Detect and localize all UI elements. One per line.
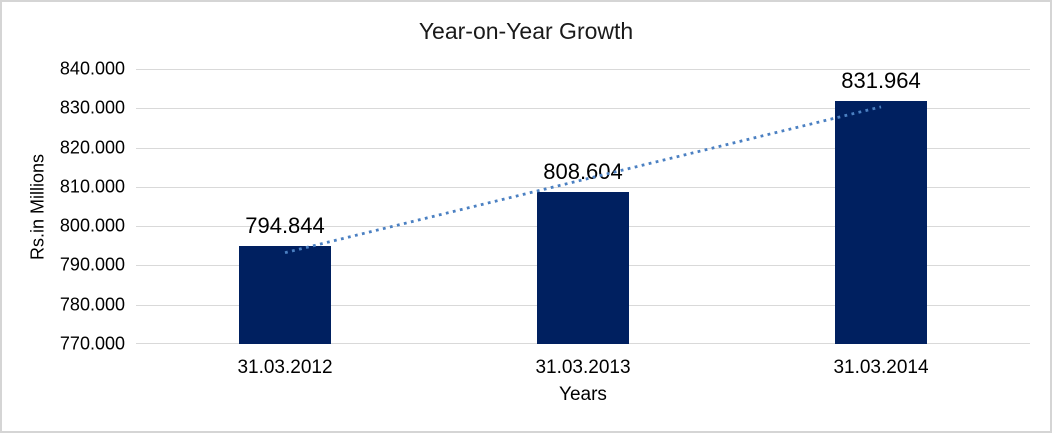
y-tick-label: 780.000 <box>59 294 125 315</box>
y-axis-tick-labels: 770.000 780.000 790.000 800.000 810.000 820.0… <box>2 59 125 354</box>
y-tick-label: 790.000 <box>59 254 125 275</box>
y-tick-label: 820.000 <box>59 137 125 158</box>
category-label: 31.03.2013 <box>535 357 631 378</box>
x-axis-category-labels: 31.03.2012 31.03.2013 31.03.2014 <box>136 356 1030 380</box>
x-axis-title: Years <box>559 384 607 405</box>
trendline <box>284 105 882 255</box>
gridline <box>136 108 1030 110</box>
gridline <box>136 147 1030 149</box>
chart-title: Year-on-Year Growth <box>418 18 634 44</box>
category-label: 31.03.2014 <box>833 357 929 378</box>
bar-31.03.2012 <box>239 246 331 344</box>
bar-31.03.2013 <box>537 192 629 344</box>
category-label: 31.03.2012 <box>237 357 333 378</box>
y-tick-label: 800.000 <box>59 215 125 236</box>
gridline <box>136 186 1030 188</box>
data-label: 794.844 <box>245 213 325 239</box>
data-label: 831.964 <box>841 67 921 93</box>
gridline <box>136 69 1030 70</box>
y-tick-label: 840.000 <box>59 58 125 79</box>
data-label: 808.604 <box>543 159 623 185</box>
plot-area: 794.844 808.604 831.964 <box>136 67 1030 344</box>
y-tick-label: 830.000 <box>59 97 125 118</box>
y-tick-label: 770.000 <box>59 333 125 354</box>
y-tick-label: 810.000 <box>59 176 125 197</box>
bar-31.03.2014 <box>835 100 927 344</box>
